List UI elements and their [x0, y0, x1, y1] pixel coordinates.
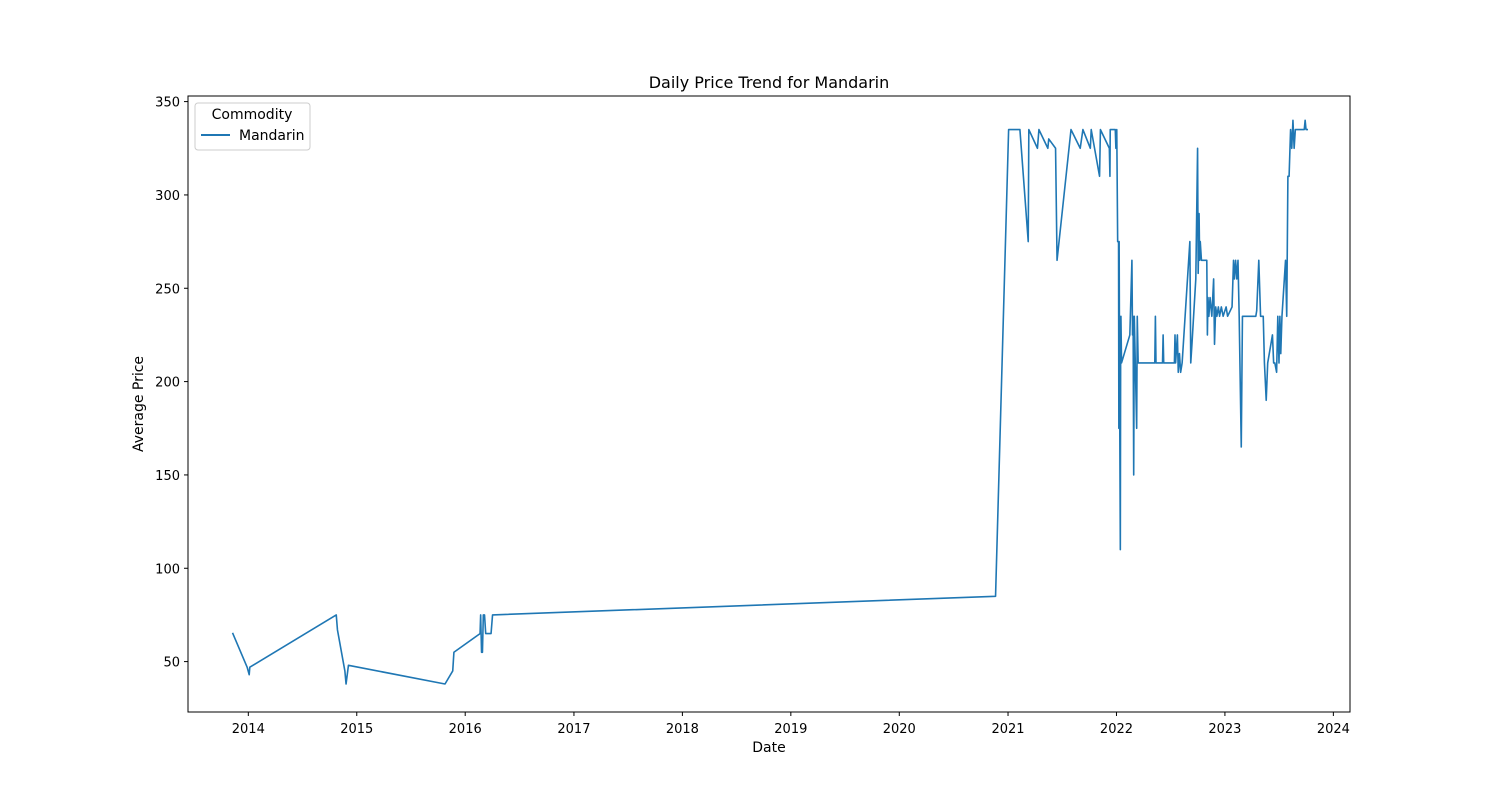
y-tick-label: 50 [163, 656, 180, 671]
x-axis: 2014 2015 2016 2017 2018 2019 2020 2021 2022 2023… [232, 712, 1350, 737]
y-tick-label: 300 [155, 189, 180, 204]
plot-area [231, 119, 1309, 685]
x-tick-label: 2016 [449, 722, 482, 737]
y-tick-label: 100 [155, 562, 180, 577]
plot-frame [187, 95, 1351, 713]
legend-label-mandarin: Mandarin [239, 128, 305, 144]
y-tick-label: 250 [155, 282, 180, 297]
x-tick-label: 2024 [1317, 722, 1350, 737]
legend: Commodity Mandarin [194, 102, 311, 151]
x-tick-label: 2018 [666, 722, 699, 737]
x-tick-label: 2019 [774, 722, 807, 737]
x-tick-label: 2017 [557, 722, 590, 737]
legend-title: Commodity [212, 107, 293, 123]
x-tick-label: 2020 [883, 722, 916, 737]
legend-box [194, 102, 311, 151]
x-axis-label: Date [752, 740, 785, 756]
y-axis-label: Average Price [131, 356, 147, 452]
y-tick-label: 350 [155, 96, 180, 111]
x-tick-label: 2014 [232, 722, 265, 737]
y-tick-label: 150 [155, 469, 180, 484]
y-axis: 50 100 150 200 250 300 350 [155, 96, 188, 671]
x-tick-label: 2021 [991, 722, 1024, 737]
y-tick-label: 200 [155, 376, 180, 391]
x-tick-label: 2022 [1100, 722, 1133, 737]
x-tick-label: 2015 [340, 722, 373, 737]
chart-title: Daily Price Trend for Mandarin [649, 73, 890, 92]
series-line-mandarin [231, 119, 1309, 685]
x-tick-label: 2023 [1208, 722, 1241, 737]
